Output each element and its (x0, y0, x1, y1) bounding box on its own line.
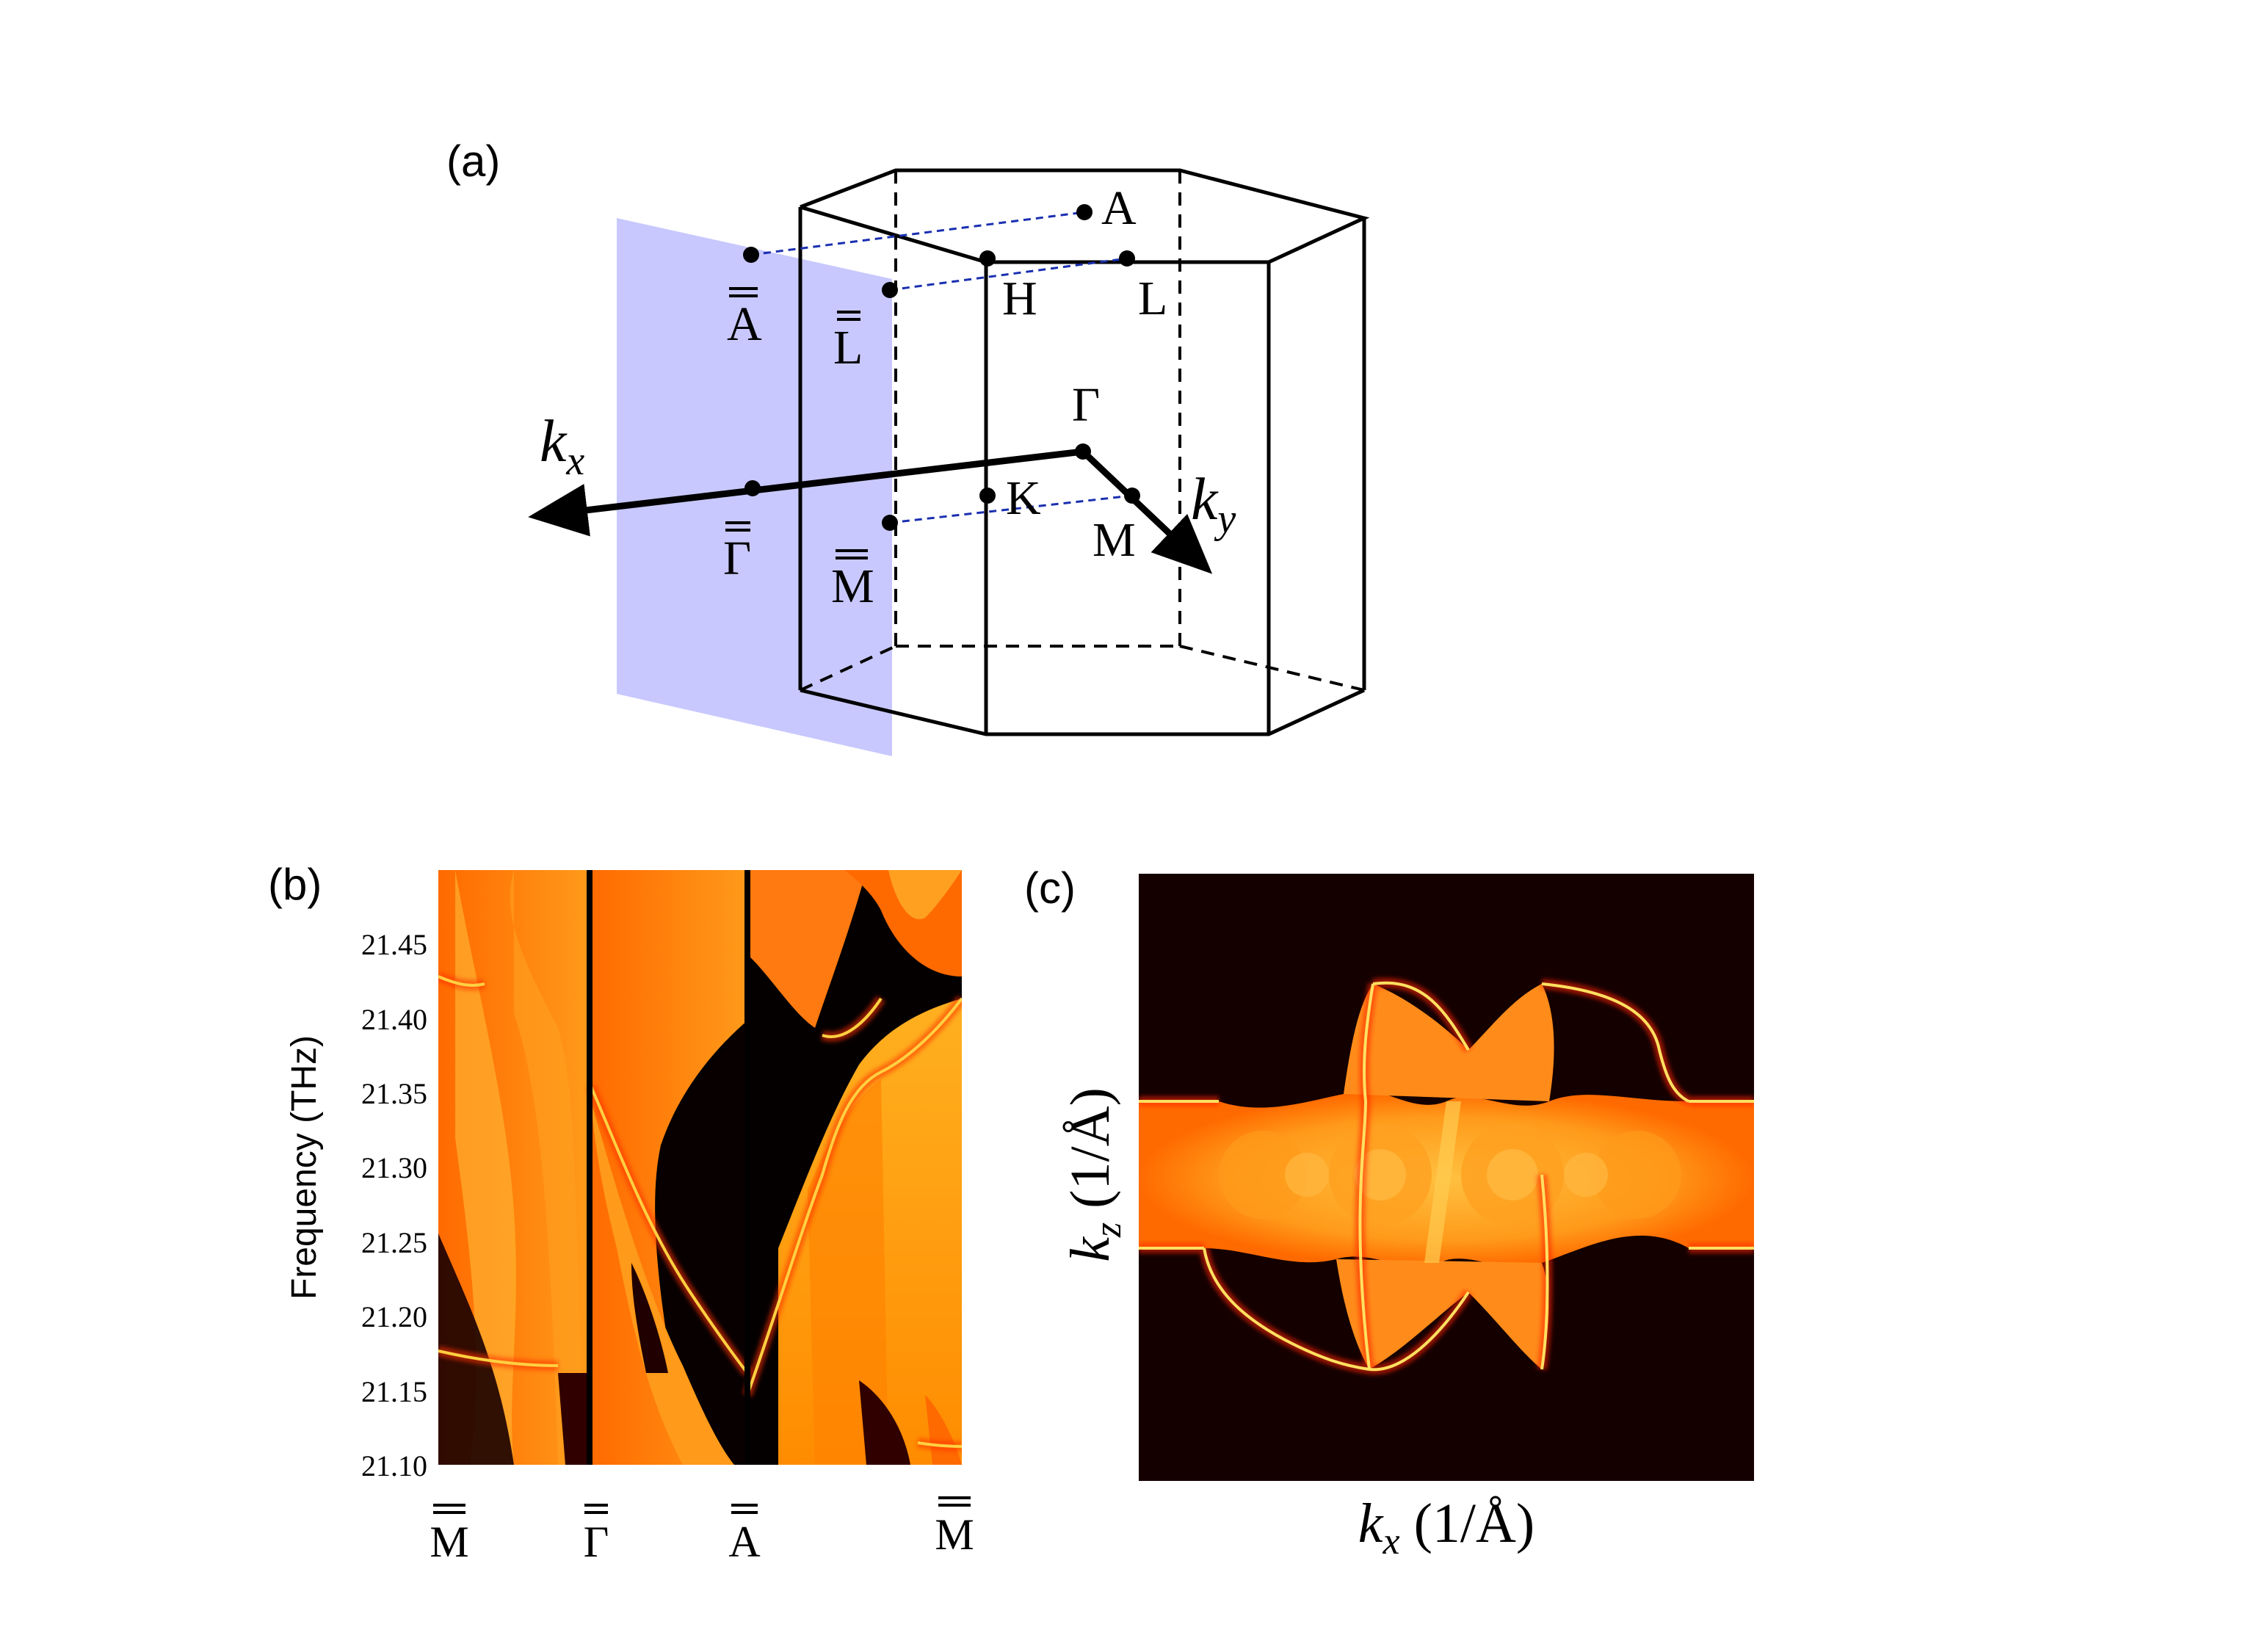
xtick-gamma-text: Γ (584, 1518, 609, 1566)
x-tick-labels: M Γ A M (430, 1496, 974, 1566)
ytick-21.35: 21.35 (361, 1077, 427, 1110)
ytick-21.25: 21.25 (361, 1226, 427, 1259)
svg-text:kx: kx (540, 407, 584, 484)
y-axis-label: Frequency (THz) (285, 1035, 324, 1300)
k-point-dots (743, 204, 1140, 531)
point-A (1076, 204, 1092, 220)
xtick-m-right: M (935, 1496, 974, 1559)
ytick-21.20: 21.20 (361, 1300, 427, 1333)
xtick-a-text: A (728, 1518, 760, 1566)
ylabel-unit: (1/Å) (1059, 1087, 1121, 1222)
kx-axis (528, 448, 1084, 537)
surface-states (438, 971, 962, 1452)
label-H: H (1002, 272, 1037, 325)
label-L-bar: L (833, 311, 863, 374)
point-A-bar (743, 247, 759, 263)
ky-axis (1080, 449, 1213, 574)
y-axis-label-c: kz (1/Å) (1059, 1087, 1129, 1262)
point-Gamma (1075, 443, 1091, 460)
ytick-21.40: 21.40 (361, 1003, 427, 1036)
xlabel-unit: (1/Å) (1400, 1493, 1535, 1554)
label-M-bar-text: M (831, 559, 874, 613)
panel-a: (a) (446, 137, 1370, 756)
panel-b: (b) (268, 860, 974, 1566)
xtick-m-left: M (430, 1504, 469, 1566)
fermi-arc-heatmap (1139, 874, 1754, 1481)
label-Gamma-bar: Γ (723, 521, 751, 585)
kx-label: kx (540, 407, 584, 484)
label-A-bar-text: A (727, 297, 762, 351)
point-Gamma-bar (744, 480, 761, 496)
point-K (979, 488, 996, 504)
y-tick-labels: 21.45 21.40 21.35 21.30 21.25 21.20 21.1… (361, 928, 427, 1482)
ylabel-k: k (1059, 1236, 1121, 1262)
ylabel-sub: z (1087, 1222, 1129, 1238)
point-L (1119, 250, 1135, 267)
point-H (979, 250, 996, 267)
band-heatmap (438, 870, 962, 1465)
ytick-21.10: 21.10 (361, 1449, 427, 1482)
ky-k: k (1191, 465, 1219, 532)
label-K: K (1006, 471, 1041, 525)
point-L-bar (882, 282, 898, 298)
kx-k: k (540, 407, 568, 474)
ytick-21.15: 21.15 (361, 1375, 427, 1408)
xlabel-k: k (1358, 1493, 1384, 1554)
xtick-gamma: Γ (584, 1504, 609, 1566)
label-L: L (1138, 272, 1167, 325)
panel-c: (c) (1024, 863, 1754, 1562)
kx-sub: x (565, 438, 584, 484)
point-M-bar (882, 515, 898, 531)
panel-b-label: (b) (268, 860, 322, 909)
ky-label: ky (1191, 465, 1236, 542)
x-axis-label-c: kx (1/Å) (1358, 1493, 1534, 1562)
label-A-bar: A (727, 287, 762, 351)
label-Gamma: Γ (1072, 378, 1100, 432)
ytick-21.30: 21.30 (361, 1151, 427, 1184)
label-L-bar-text: L (833, 321, 863, 374)
label-A: A (1101, 181, 1137, 235)
svg-text:ky: ky (1191, 465, 1236, 542)
xtick-m-left-text: M (430, 1518, 468, 1566)
fermi-arcs (1139, 977, 1754, 1375)
projection-lines (750, 211, 1133, 524)
point-M (1124, 488, 1140, 504)
label-Gamma-bar-text: Γ (723, 532, 751, 585)
xlabel-sub: x (1383, 1521, 1400, 1562)
panel-a-label: (a) (446, 137, 500, 186)
ytick-21.45: 21.45 (361, 928, 427, 961)
label-M: M (1092, 513, 1136, 567)
xtick-a: A (728, 1504, 761, 1566)
ky-sub: y (1214, 496, 1236, 542)
panel-c-label: (c) (1024, 863, 1076, 913)
label-M-bar: M (831, 549, 874, 613)
xtick-m-right-text: M (935, 1510, 974, 1559)
